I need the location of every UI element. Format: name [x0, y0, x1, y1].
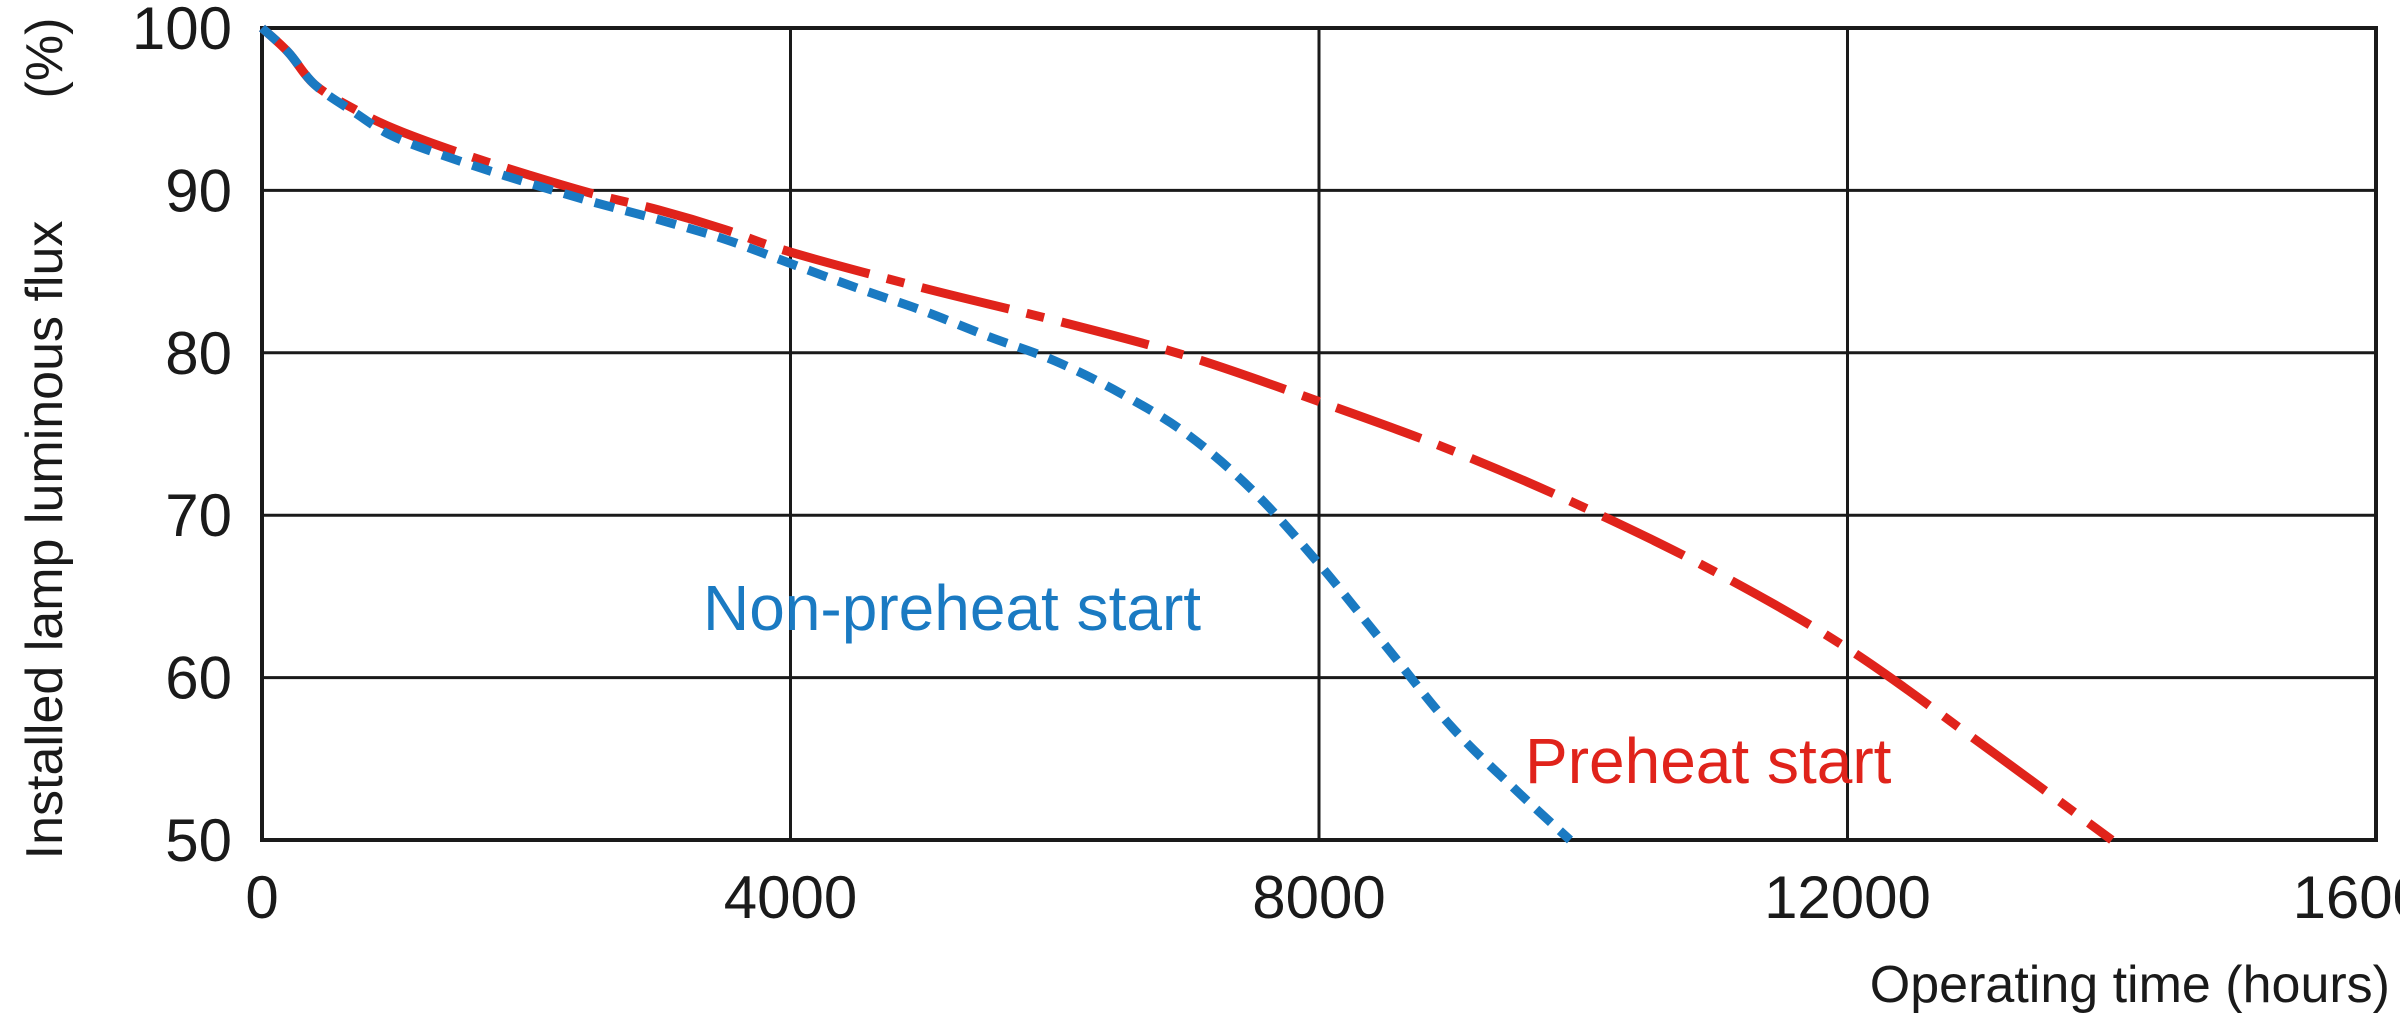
- plot-frame: [260, 26, 2378, 842]
- y-tick-label: 100: [132, 0, 232, 62]
- y-axis-unit-group: (%): [16, 18, 74, 99]
- y-tick-label: 90: [165, 157, 232, 224]
- series-line-non-preheat: [258, 24, 1574, 844]
- y-axis-title-group: Installed lamp luminous flux: [16, 221, 74, 860]
- tick-labels: 0 4000 8000 12000 16000 50 60 70 80 90 100: [132, 0, 2400, 931]
- series-label-non-preheat: Non-preheat start: [703, 572, 1201, 644]
- y-tick-label: 50: [165, 807, 232, 874]
- y-axis-unit: (%): [16, 18, 74, 99]
- plot-border: [260, 26, 2378, 842]
- series-lines: [258, 24, 2115, 844]
- grid-lines: [262, 28, 2376, 840]
- x-tick-label: 0: [245, 864, 278, 931]
- y-tick-label: 70: [165, 482, 232, 549]
- y-axis-title: Installed lamp luminous flux: [16, 221, 74, 860]
- series-line-preheat: [258, 24, 2115, 844]
- x-tick-label: 12000: [1764, 864, 1931, 931]
- y-tick-label: 80: [165, 320, 232, 387]
- series-label-preheat: Preheat start: [1525, 725, 1892, 797]
- x-tick-label: 8000: [1252, 864, 1385, 931]
- x-tick-label: 16000: [2293, 864, 2400, 931]
- y-tick-label: 60: [165, 645, 232, 712]
- x-tick-label: 4000: [724, 864, 857, 931]
- x-axis-title: Operating time (hours): [1870, 956, 2390, 1014]
